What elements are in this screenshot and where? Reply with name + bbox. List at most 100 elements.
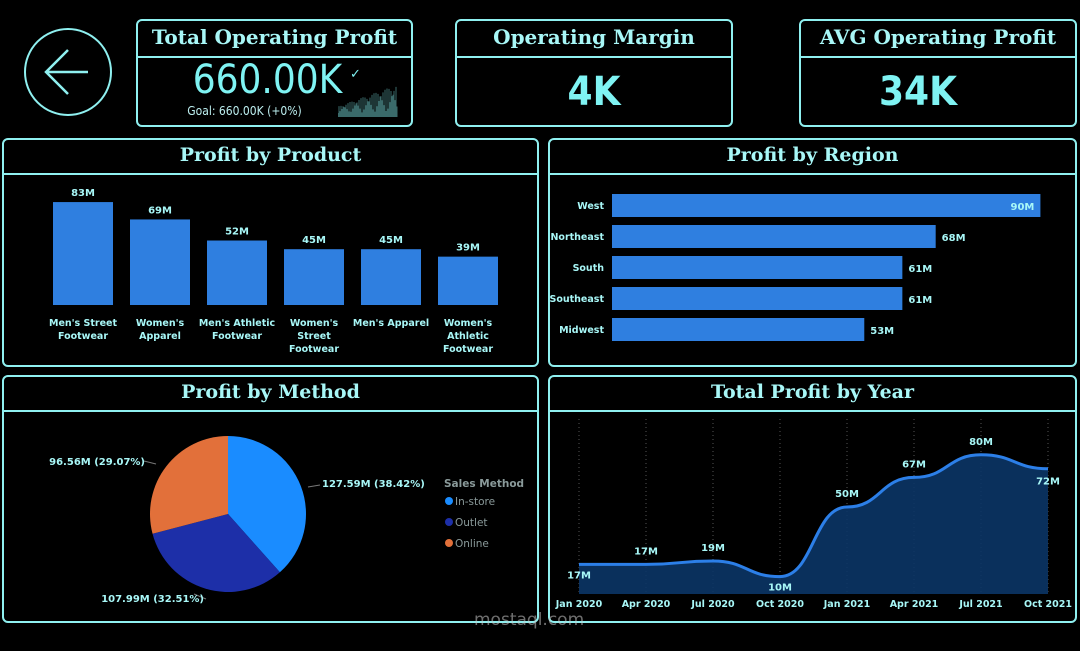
data-label: 45M — [302, 235, 326, 246]
kpi-value: 660.00K — [192, 57, 343, 103]
x-tick-label: Jan 2020 — [555, 599, 603, 610]
category-label: South — [573, 263, 605, 274]
arrow-left-icon — [44, 49, 88, 95]
chart-title: Profit by Method — [4, 377, 537, 412]
category-label: Street — [297, 331, 331, 342]
panel-profit-by-region: Profit by Region West 90M Northeast 68M Sout… — [548, 138, 1077, 367]
bar — [284, 249, 344, 305]
data-label: 61M — [908, 264, 932, 275]
kpi-card-total-operating-profit: Total Operating Profit 660.00K ✓ Goal: 6… — [136, 19, 413, 127]
category-label: Southeast — [550, 294, 604, 305]
method-pie-chart: 127.59M (38.42%) 107.99M (32.51%) 96.56M (… — [49, 436, 524, 605]
data-label: 45M — [379, 235, 403, 246]
data-label: 17M — [567, 570, 591, 581]
leader-line — [143, 460, 157, 465]
legend-marker — [445, 518, 453, 526]
bar — [612, 318, 865, 341]
bar — [612, 225, 936, 248]
panel-profit-by-product: Profit by Product 83M Men's Street Footwea… — [2, 138, 539, 367]
chart-title: Profit by Region — [550, 140, 1075, 175]
leader-line — [193, 593, 207, 600]
data-label: 39M — [456, 243, 480, 254]
category-label: Women's — [136, 318, 185, 329]
data-label: 10M — [768, 583, 792, 594]
kpi-title: AVG Operating Profit — [801, 21, 1075, 58]
sparkline-decoration — [338, 86, 398, 117]
leader-line — [307, 484, 321, 488]
data-label: 90M — [1011, 202, 1035, 213]
x-tick-label: Oct 2020 — [756, 599, 804, 610]
category-label: Men's Apparel — [353, 318, 429, 329]
category-label: Men's Athletic — [199, 318, 275, 329]
product-bar-chart: 83M Men's Street Footwear 69M Women's Apparel… — [49, 188, 498, 355]
data-label: 68M — [942, 233, 966, 244]
category-label: Footwear — [443, 344, 493, 355]
bar — [207, 240, 267, 305]
data-label: 19M — [701, 543, 725, 554]
data-label: 127.59M (38.42%) — [322, 479, 425, 490]
x-tick-label: Apr 2020 — [622, 599, 671, 610]
category-label: Midwest — [559, 325, 604, 336]
x-tick-label: Apr 2021 — [890, 599, 939, 610]
data-label: 107.99M (32.51%) — [101, 594, 204, 605]
kpi-title: Operating Margin — [457, 21, 731, 58]
category-label: West — [577, 201, 604, 212]
x-tick-label: Jul 2020 — [690, 599, 735, 610]
series-line — [579, 453, 1049, 579]
bar — [612, 287, 903, 310]
data-label: 52M — [225, 227, 249, 238]
category-label: Women's — [290, 318, 339, 329]
panel-profit-by-method: Profit by Method 127.59M (38.42%) 107.99M… — [2, 375, 539, 623]
data-label: 96.56M (29.07%) — [49, 457, 145, 468]
data-label: 50M — [835, 489, 859, 500]
chart-title: Profit by Product — [4, 140, 537, 175]
bar — [612, 256, 903, 279]
pie-slice — [228, 436, 306, 573]
bar — [361, 249, 421, 305]
category-label: Women's — [444, 318, 493, 329]
legend-item: In-store — [455, 496, 495, 508]
data-label: 17M — [634, 546, 658, 557]
chart-title: Total Profit by Year — [550, 377, 1075, 412]
watermark: mostaql.com — [474, 610, 585, 630]
category-label: Footwear — [212, 331, 262, 342]
kpi-card-avg-operating-profit: AVG Operating Profit 34K — [799, 19, 1077, 127]
kpi-card-operating-margin: Operating Margin 4K — [455, 19, 733, 127]
data-label: 72M — [1036, 477, 1060, 488]
back-button[interactable] — [24, 28, 112, 116]
legend-title: Sales Method — [444, 478, 524, 490]
kpi-value: 34K — [879, 69, 957, 115]
x-tick-label: Jul 2021 — [958, 599, 1002, 610]
data-label: 83M — [71, 188, 95, 199]
category-label: Northeast — [550, 232, 604, 243]
pie-slice — [150, 436, 228, 534]
legend-marker — [445, 497, 453, 505]
kpi-title: Total Operating Profit — [138, 21, 411, 58]
x-tick-label: Oct 2021 — [1024, 599, 1072, 610]
legend-item: Outlet — [455, 517, 488, 529]
data-label: 69M — [148, 205, 172, 216]
kpi-goal: Goal: 660.00K (+0%) — [187, 104, 302, 118]
bar — [612, 194, 1041, 217]
data-label: 61M — [908, 295, 932, 306]
category-label: Footwear — [289, 344, 339, 355]
check-icon: ✓ — [350, 67, 361, 82]
legend-marker — [445, 539, 453, 547]
data-label: 53M — [870, 326, 894, 337]
data-label: 80M — [969, 437, 993, 448]
panel-total-profit-by-year: Total Profit by Year Jan 2020 Apr 2020 Jul… — [548, 375, 1077, 623]
year-area-chart: Jan 2020 Apr 2020 Jul 2020 Oct 2020 Jan 2021… — [555, 419, 1072, 610]
pie-slice — [152, 514, 280, 592]
x-tick-label: Jan 2021 — [823, 599, 870, 610]
region-bar-chart: West 90M Northeast 68M South 61M Southeast 61M M… — [550, 194, 1041, 341]
area-fill — [579, 454, 1048, 594]
category-label: Athletic — [447, 331, 489, 342]
legend-item: Online — [455, 538, 489, 550]
category-label: Apparel — [139, 331, 181, 342]
bar — [130, 219, 190, 305]
category-label: Footwear — [58, 331, 108, 342]
kpi-value: 4K — [567, 69, 621, 115]
data-label: 67M — [902, 459, 926, 470]
bar — [53, 202, 113, 305]
bar — [438, 256, 498, 305]
